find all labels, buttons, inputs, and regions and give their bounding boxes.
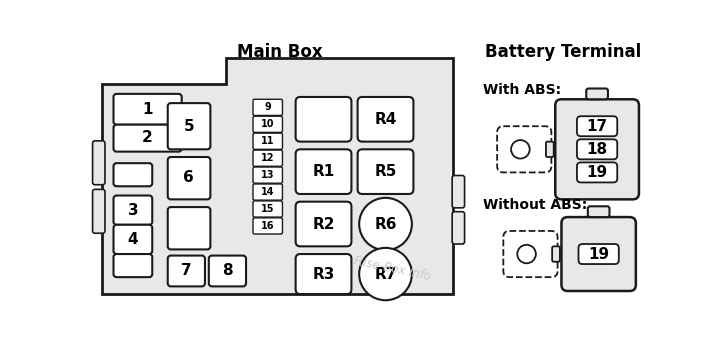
Text: With ABS:: With ABS: bbox=[483, 83, 561, 97]
FancyBboxPatch shape bbox=[113, 254, 152, 277]
Text: 1: 1 bbox=[142, 102, 153, 117]
FancyBboxPatch shape bbox=[253, 150, 282, 166]
FancyBboxPatch shape bbox=[357, 149, 414, 194]
Text: 12: 12 bbox=[261, 153, 274, 163]
Text: 14: 14 bbox=[261, 187, 274, 197]
Text: 7: 7 bbox=[181, 264, 191, 279]
FancyBboxPatch shape bbox=[578, 244, 619, 264]
FancyBboxPatch shape bbox=[577, 162, 617, 182]
FancyBboxPatch shape bbox=[577, 116, 617, 136]
Circle shape bbox=[511, 140, 530, 158]
Text: R7: R7 bbox=[374, 266, 396, 282]
FancyBboxPatch shape bbox=[168, 103, 210, 149]
Text: R3: R3 bbox=[313, 266, 335, 282]
Text: 17: 17 bbox=[586, 119, 608, 134]
FancyBboxPatch shape bbox=[588, 206, 609, 217]
Text: 8: 8 bbox=[222, 264, 232, 279]
Text: 19: 19 bbox=[586, 165, 608, 180]
FancyBboxPatch shape bbox=[586, 89, 608, 99]
Text: Fuse-Box.info: Fuse-Box.info bbox=[352, 254, 432, 283]
Text: Battery Terminal: Battery Terminal bbox=[485, 43, 641, 61]
FancyBboxPatch shape bbox=[253, 184, 282, 200]
Text: Without ABS:: Without ABS: bbox=[483, 198, 588, 212]
FancyBboxPatch shape bbox=[92, 141, 105, 185]
FancyBboxPatch shape bbox=[295, 149, 352, 194]
FancyBboxPatch shape bbox=[168, 256, 205, 286]
FancyBboxPatch shape bbox=[168, 157, 210, 199]
FancyBboxPatch shape bbox=[295, 202, 352, 246]
Text: 19: 19 bbox=[588, 247, 609, 262]
Circle shape bbox=[359, 198, 412, 250]
Text: 11: 11 bbox=[261, 136, 274, 146]
Text: R4: R4 bbox=[374, 112, 396, 127]
FancyBboxPatch shape bbox=[295, 97, 352, 142]
Text: R1: R1 bbox=[313, 164, 335, 179]
Text: 13: 13 bbox=[261, 170, 274, 180]
FancyBboxPatch shape bbox=[357, 97, 414, 142]
FancyBboxPatch shape bbox=[113, 125, 182, 152]
Circle shape bbox=[517, 245, 536, 263]
Polygon shape bbox=[102, 58, 453, 294]
FancyBboxPatch shape bbox=[497, 126, 552, 172]
FancyBboxPatch shape bbox=[253, 99, 282, 116]
FancyBboxPatch shape bbox=[577, 139, 617, 159]
FancyBboxPatch shape bbox=[209, 256, 246, 286]
FancyBboxPatch shape bbox=[113, 225, 152, 254]
Text: 5: 5 bbox=[183, 119, 194, 134]
Text: 2: 2 bbox=[142, 130, 153, 145]
Text: Main Box: Main Box bbox=[238, 43, 323, 61]
FancyBboxPatch shape bbox=[552, 246, 560, 262]
Text: R6: R6 bbox=[374, 217, 397, 231]
FancyBboxPatch shape bbox=[92, 189, 105, 233]
FancyBboxPatch shape bbox=[113, 195, 152, 225]
Text: R5: R5 bbox=[374, 164, 396, 179]
FancyBboxPatch shape bbox=[562, 217, 636, 291]
Text: 6: 6 bbox=[183, 170, 194, 185]
FancyBboxPatch shape bbox=[113, 163, 152, 186]
FancyBboxPatch shape bbox=[253, 116, 282, 133]
Circle shape bbox=[359, 248, 412, 300]
Text: 4: 4 bbox=[128, 232, 138, 247]
FancyBboxPatch shape bbox=[452, 175, 464, 208]
Text: R2: R2 bbox=[313, 217, 335, 231]
Text: 10: 10 bbox=[261, 119, 274, 129]
FancyBboxPatch shape bbox=[253, 218, 282, 234]
Text: 9: 9 bbox=[264, 102, 271, 112]
Text: 3: 3 bbox=[128, 203, 138, 218]
Text: 15: 15 bbox=[261, 204, 274, 214]
FancyBboxPatch shape bbox=[295, 254, 352, 294]
FancyBboxPatch shape bbox=[546, 142, 554, 157]
FancyBboxPatch shape bbox=[113, 94, 182, 125]
FancyBboxPatch shape bbox=[168, 207, 210, 249]
FancyBboxPatch shape bbox=[555, 99, 639, 199]
Text: 16: 16 bbox=[261, 221, 274, 231]
Text: 18: 18 bbox=[586, 142, 608, 157]
FancyBboxPatch shape bbox=[253, 133, 282, 149]
FancyBboxPatch shape bbox=[253, 201, 282, 217]
FancyBboxPatch shape bbox=[452, 212, 464, 244]
FancyBboxPatch shape bbox=[253, 167, 282, 183]
FancyBboxPatch shape bbox=[503, 231, 557, 277]
